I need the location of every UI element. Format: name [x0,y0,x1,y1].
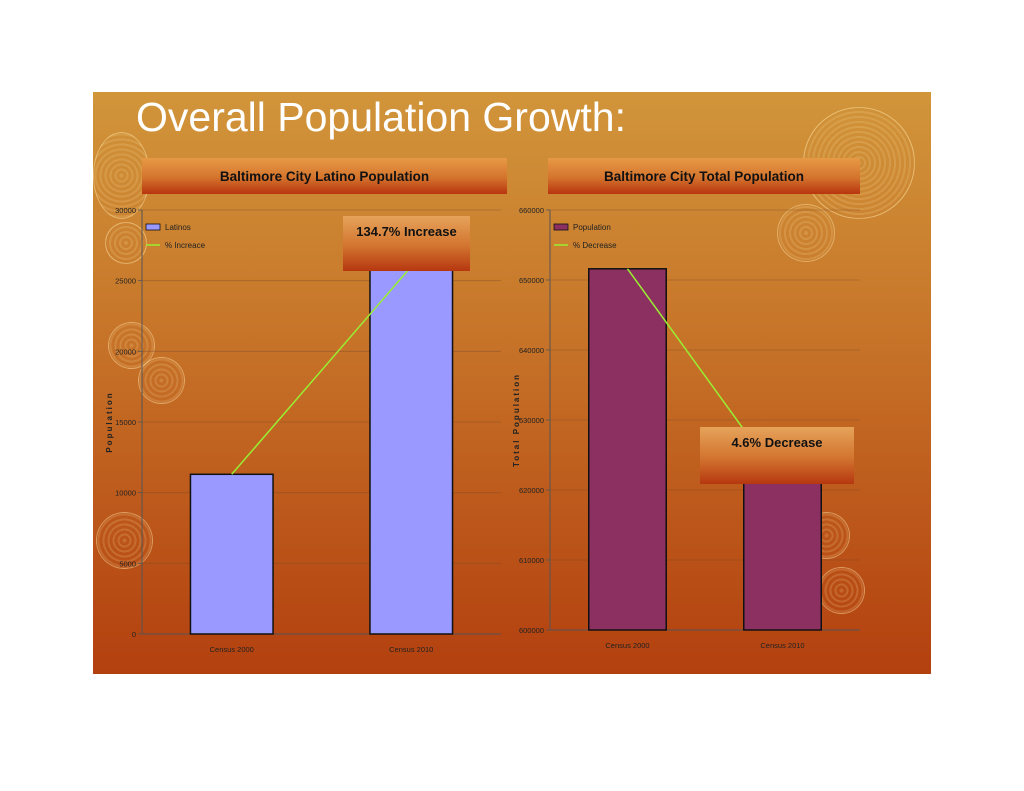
y-tick-label: 0 [132,630,136,639]
decorative-circle [777,204,835,262]
y-tick-label: 650000 [519,276,544,285]
y-tick-label: 30000 [115,206,136,215]
bar-census-2000 [189,473,274,635]
y-tick-label: 630000 [519,416,544,425]
trend-line [231,266,412,475]
y-tick-label: 25000 [115,277,136,286]
decorative-circle [138,357,185,404]
y-tick-label: 15000 [115,418,136,427]
y-tick-label: 10000 [115,489,136,498]
legend-label-bars: Latinos [165,223,191,232]
chart-title-banner-total: Baltimore City Total Population [548,158,860,194]
y-tick-label: 660000 [519,206,544,215]
chart-title-banner-latino: Baltimore City Latino Population [142,158,507,194]
x-tick-label: Census 2010 [760,641,804,650]
bar-census-2000 [588,268,667,631]
x-tick-label: Census 2010 [389,645,433,654]
increase-callout: 134.7% Increase [343,216,470,271]
legend-swatch-bars [553,223,569,231]
decorative-circle [818,567,865,614]
y-tick-label: 5000 [119,559,136,568]
y-tick-label: 20000 [115,347,136,356]
legend-label-line: % Decrease [573,241,617,250]
x-tick-label: Census 2000 [210,645,254,654]
y-tick-label: 640000 [519,346,544,355]
y-axis-label: Population [105,391,114,452]
decorative-circle [93,132,150,219]
y-axis-label: Total Population [512,373,521,467]
x-tick-label: Census 2000 [605,641,649,650]
y-tick-label: 610000 [519,556,544,565]
decorative-circle [105,222,147,264]
decrease-callout: 4.6% Decrease [700,427,854,484]
y-tick-label: 600000 [519,626,544,635]
decorative-circle [96,512,153,569]
bar-census-2010 [743,482,822,631]
bar-census-2010 [369,265,454,635]
y-tick-label: 620000 [519,486,544,495]
legend-label-line: % Increace [165,241,206,250]
legend-swatch-bars [145,223,161,231]
legend-label-bars: Population [573,223,611,232]
page-title: Overall Population Growth: [136,94,626,140]
